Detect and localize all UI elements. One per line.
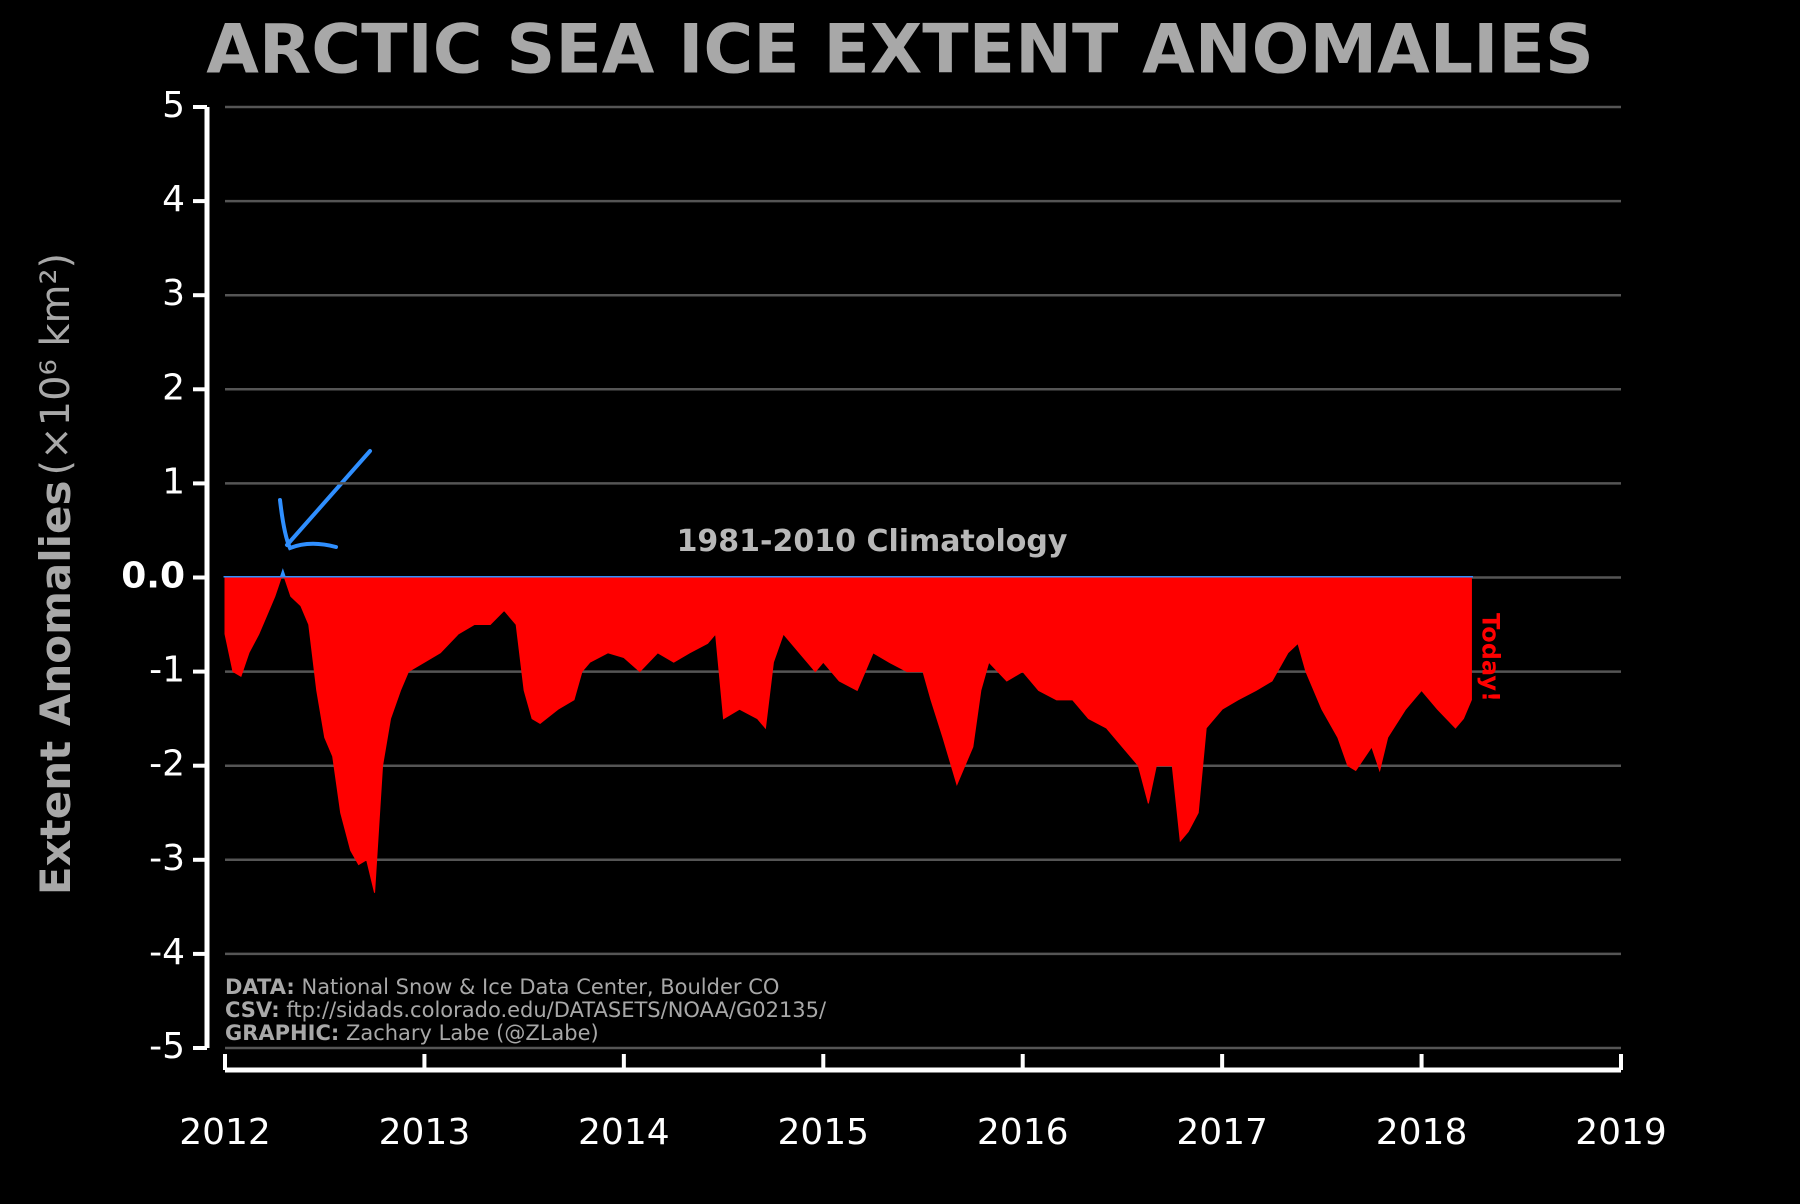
credit-line: GRAPHIC: Zachary Labe (@ZLabe) [225, 1021, 599, 1045]
y-label-units: (×10⁶ km²) [33, 253, 79, 476]
credit-key: CSV: [225, 998, 280, 1022]
y-tick-label: -1 [149, 650, 185, 691]
x-tick-label: 2013 [379, 1112, 471, 1153]
annotation: 1981-2010 Climatology [677, 524, 1068, 559]
credit-key: GRAPHIC: [225, 1021, 339, 1045]
arrow [278, 449, 372, 551]
credit-text: Zachary Labe (@ZLabe) [346, 1021, 599, 1045]
x-tick-label: 2016 [977, 1112, 1069, 1153]
credit-text: National Snow & Ice Data Center, Boulder… [301, 975, 779, 999]
chart-title: ARCTIC SEA ICE EXTENT ANOMALIES [206, 11, 1594, 90]
y-tick-label: -2 [149, 744, 185, 785]
credit-line: DATA: National Snow & Ice Data Center, B… [225, 975, 779, 999]
y-tick-label: -5 [149, 1026, 185, 1067]
x-tick-label: 2014 [578, 1112, 670, 1153]
credit-key: DATA: [225, 975, 295, 999]
end-label: Today! [1476, 613, 1504, 702]
y-tick-label: 2 [162, 367, 185, 408]
y-label-main: Extent Anomalies [31, 481, 80, 896]
x-tick-label: 2017 [1176, 1112, 1268, 1153]
x-tick-label: 2018 [1376, 1112, 1468, 1153]
y-tick-label: 3 [162, 273, 185, 314]
y-tick-label: 5 [162, 85, 185, 126]
x-tick-label: 2019 [1575, 1112, 1667, 1153]
x-tick-label: 2012 [179, 1112, 271, 1153]
credit-text: ftp://sidads.colorado.edu/DATASETS/NOAA/… [286, 998, 827, 1022]
y-axis-label: Extent Anomalies (×10⁶ km²) [31, 253, 80, 895]
y-tick-label: 1 [162, 461, 185, 502]
y-tick-label: -3 [149, 838, 185, 879]
area [224, 571, 1472, 893]
x-tick-label: 2015 [777, 1112, 869, 1153]
y-tick-label: -4 [149, 932, 185, 973]
y-tick-label: 0.0 [121, 556, 185, 597]
y-tick-label: 4 [162, 179, 185, 220]
credit-line: CSV: ftp://sidads.colorado.edu/DATASETS/… [225, 998, 827, 1022]
